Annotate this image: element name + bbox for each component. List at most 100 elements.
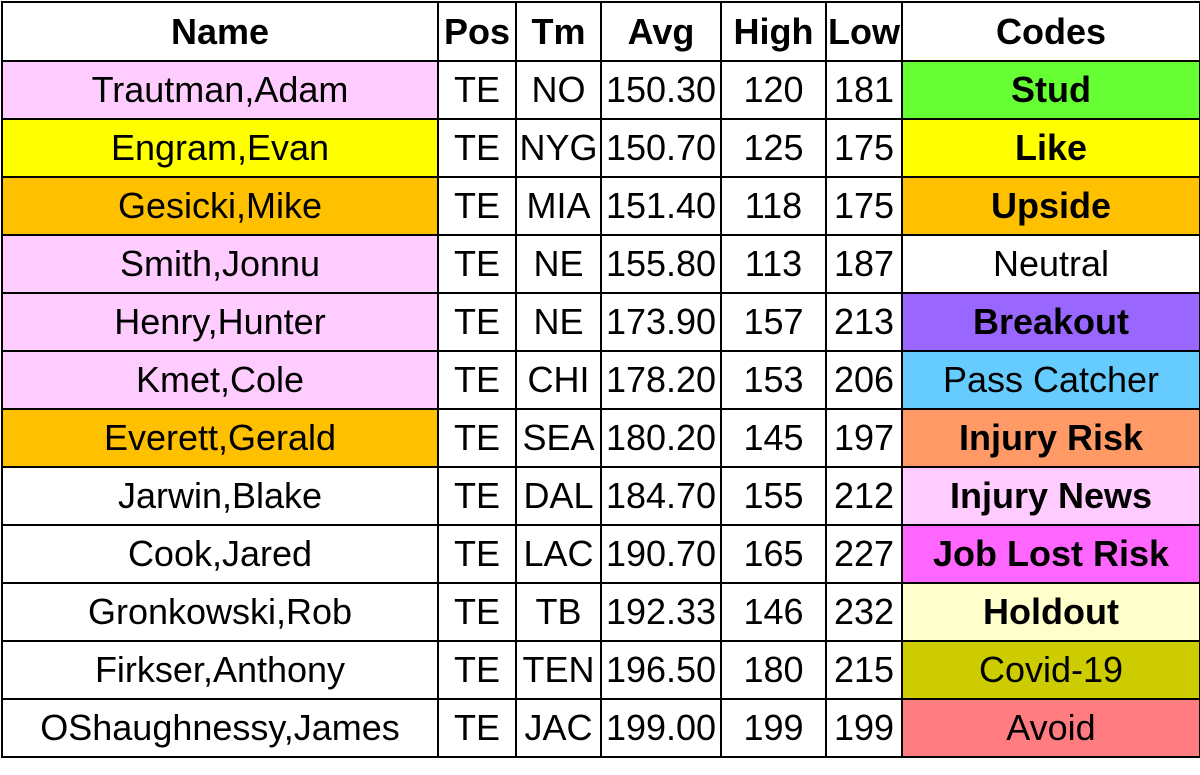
avg-cell[interactable]: 178.20 (600, 350, 722, 410)
pos-cell[interactable]: TE (437, 350, 517, 410)
code-cell[interactable]: Stud (901, 60, 1200, 120)
table-row: Trautman,Adam TE NO 150.30 120 181 Stud (1, 60, 1200, 120)
pos-cell[interactable]: TE (437, 176, 517, 236)
low-cell[interactable]: 212 (825, 466, 903, 526)
tm-cell[interactable]: NO (515, 60, 602, 120)
name-cell[interactable]: Gronkowski,Rob (1, 582, 439, 642)
avg-cell[interactable]: 180.20 (600, 408, 722, 468)
avg-cell[interactable]: 150.30 (600, 60, 722, 120)
low-cell[interactable]: 213 (825, 292, 903, 352)
name-cell[interactable]: Kmet,Cole (1, 350, 439, 410)
low-cell[interactable]: 215 (825, 640, 903, 700)
header-codes[interactable]: Codes (901, 1, 1200, 62)
low-cell[interactable]: 175 (825, 118, 903, 178)
low-cell[interactable]: 227 (825, 524, 903, 584)
avg-cell[interactable]: 173.90 (600, 292, 722, 352)
name-cell[interactable]: Firkser,Anthony (1, 640, 439, 700)
high-cell[interactable]: 199 (720, 698, 827, 758)
tm-cell[interactable]: NE (515, 234, 602, 294)
header-avg[interactable]: Avg (600, 1, 722, 62)
tm-cell[interactable]: SEA (515, 408, 602, 468)
avg-cell[interactable]: 199.00 (600, 698, 722, 758)
code-cell[interactable]: Job Lost Risk (901, 524, 1200, 584)
code-cell[interactable]: Holdout (901, 582, 1200, 642)
pos-cell[interactable]: TE (437, 640, 517, 700)
high-cell[interactable]: 165 (720, 524, 827, 584)
tm-cell[interactable]: JAC (515, 698, 602, 758)
avg-cell[interactable]: 184.70 (600, 466, 722, 526)
code-cell[interactable]: Breakout (901, 292, 1200, 352)
avg-cell[interactable]: 192.33 (600, 582, 722, 642)
low-cell[interactable]: 197 (825, 408, 903, 468)
pos-cell[interactable]: TE (437, 118, 517, 178)
high-cell[interactable]: 120 (720, 60, 827, 120)
table-row: OShaughnessy,James TE JAC 199.00 199 199 Avoid (1, 698, 1200, 758)
pos-cell[interactable]: TE (437, 408, 517, 468)
name-cell[interactable]: Jarwin,Blake (1, 466, 439, 526)
low-cell[interactable]: 175 (825, 176, 903, 236)
high-cell[interactable]: 146 (720, 582, 827, 642)
high-cell[interactable]: 153 (720, 350, 827, 410)
header-pos[interactable]: Pos (437, 1, 517, 62)
avg-cell[interactable]: 190.70 (600, 524, 722, 584)
name-cell[interactable]: Everett,Gerald (1, 408, 439, 468)
high-cell[interactable]: 113 (720, 234, 827, 294)
low-cell[interactable]: 206 (825, 350, 903, 410)
pos-cell[interactable]: TE (437, 698, 517, 758)
tm-cell[interactable]: MIA (515, 176, 602, 236)
tm-cell[interactable]: LAC (515, 524, 602, 584)
header-high[interactable]: High (720, 1, 827, 62)
header-tm[interactable]: Tm (515, 1, 602, 62)
header-name[interactable]: Name (1, 1, 439, 62)
table-row: Engram,Evan TE NYG 150.70 125 175 Like (1, 118, 1200, 178)
name-cell[interactable]: Engram,Evan (1, 118, 439, 178)
name-cell[interactable]: Trautman,Adam (1, 60, 439, 120)
pos-cell[interactable]: TE (437, 60, 517, 120)
name-cell[interactable]: OShaughnessy,James (1, 698, 439, 758)
pos-cell[interactable]: TE (437, 524, 517, 584)
avg-cell[interactable]: 196.50 (600, 640, 722, 700)
avg-cell[interactable]: 150.70 (600, 118, 722, 178)
code-cell[interactable]: Covid-19 (901, 640, 1200, 700)
table-row: Firkser,Anthony TE TEN 196.50 180 215 Covid-19 (1, 640, 1200, 700)
pos-cell[interactable]: TE (437, 292, 517, 352)
tm-cell[interactable]: NYG (515, 118, 602, 178)
code-cell[interactable]: Avoid (901, 698, 1200, 758)
tm-cell[interactable]: TEN (515, 640, 602, 700)
high-cell[interactable]: 180 (720, 640, 827, 700)
table-row: Everett,Gerald TE SEA 180.20 145 197 Injury Ri… (1, 408, 1200, 468)
avg-cell[interactable]: 155.80 (600, 234, 722, 294)
tm-cell[interactable]: TB (515, 582, 602, 642)
avg-cell[interactable]: 151.40 (600, 176, 722, 236)
name-cell[interactable]: Gesicki,Mike (1, 176, 439, 236)
table-row: Cook,Jared TE LAC 190.70 165 227 Job Lost Risk (1, 524, 1200, 584)
code-cell[interactable]: Like (901, 118, 1200, 178)
tm-cell[interactable]: DAL (515, 466, 602, 526)
low-cell[interactable]: 187 (825, 234, 903, 294)
name-cell[interactable]: Henry,Hunter (1, 292, 439, 352)
code-cell[interactable]: Upside (901, 176, 1200, 236)
pos-cell[interactable]: TE (437, 466, 517, 526)
high-cell[interactable]: 157 (720, 292, 827, 352)
code-cell[interactable]: Neutral (901, 234, 1200, 294)
low-cell[interactable]: 199 (825, 698, 903, 758)
name-cell[interactable]: Smith,Jonnu (1, 234, 439, 294)
name-cell[interactable]: Cook,Jared (1, 524, 439, 584)
high-cell[interactable]: 155 (720, 466, 827, 526)
table-row: Smith,Jonnu TE NE 155.80 113 187 Neutral (1, 234, 1200, 294)
code-cell[interactable]: Injury News (901, 466, 1200, 526)
table-body: Trautman,Adam TE NO 150.30 120 181 Stud Engram,… (1, 60, 1200, 758)
pos-cell[interactable]: TE (437, 582, 517, 642)
rankings-table: Name Pos Tm Avg High Low Codes Trautman,… (1, 1, 1200, 758)
tm-cell[interactable]: NE (515, 292, 602, 352)
tm-cell[interactable]: CHI (515, 350, 602, 410)
low-cell[interactable]: 232 (825, 582, 903, 642)
pos-cell[interactable]: TE (437, 234, 517, 294)
header-low[interactable]: Low (825, 1, 903, 62)
high-cell[interactable]: 118 (720, 176, 827, 236)
high-cell[interactable]: 125 (720, 118, 827, 178)
low-cell[interactable]: 181 (825, 60, 903, 120)
high-cell[interactable]: 145 (720, 408, 827, 468)
code-cell[interactable]: Pass Catcher (901, 350, 1200, 410)
code-cell[interactable]: Injury Risk (901, 408, 1200, 468)
